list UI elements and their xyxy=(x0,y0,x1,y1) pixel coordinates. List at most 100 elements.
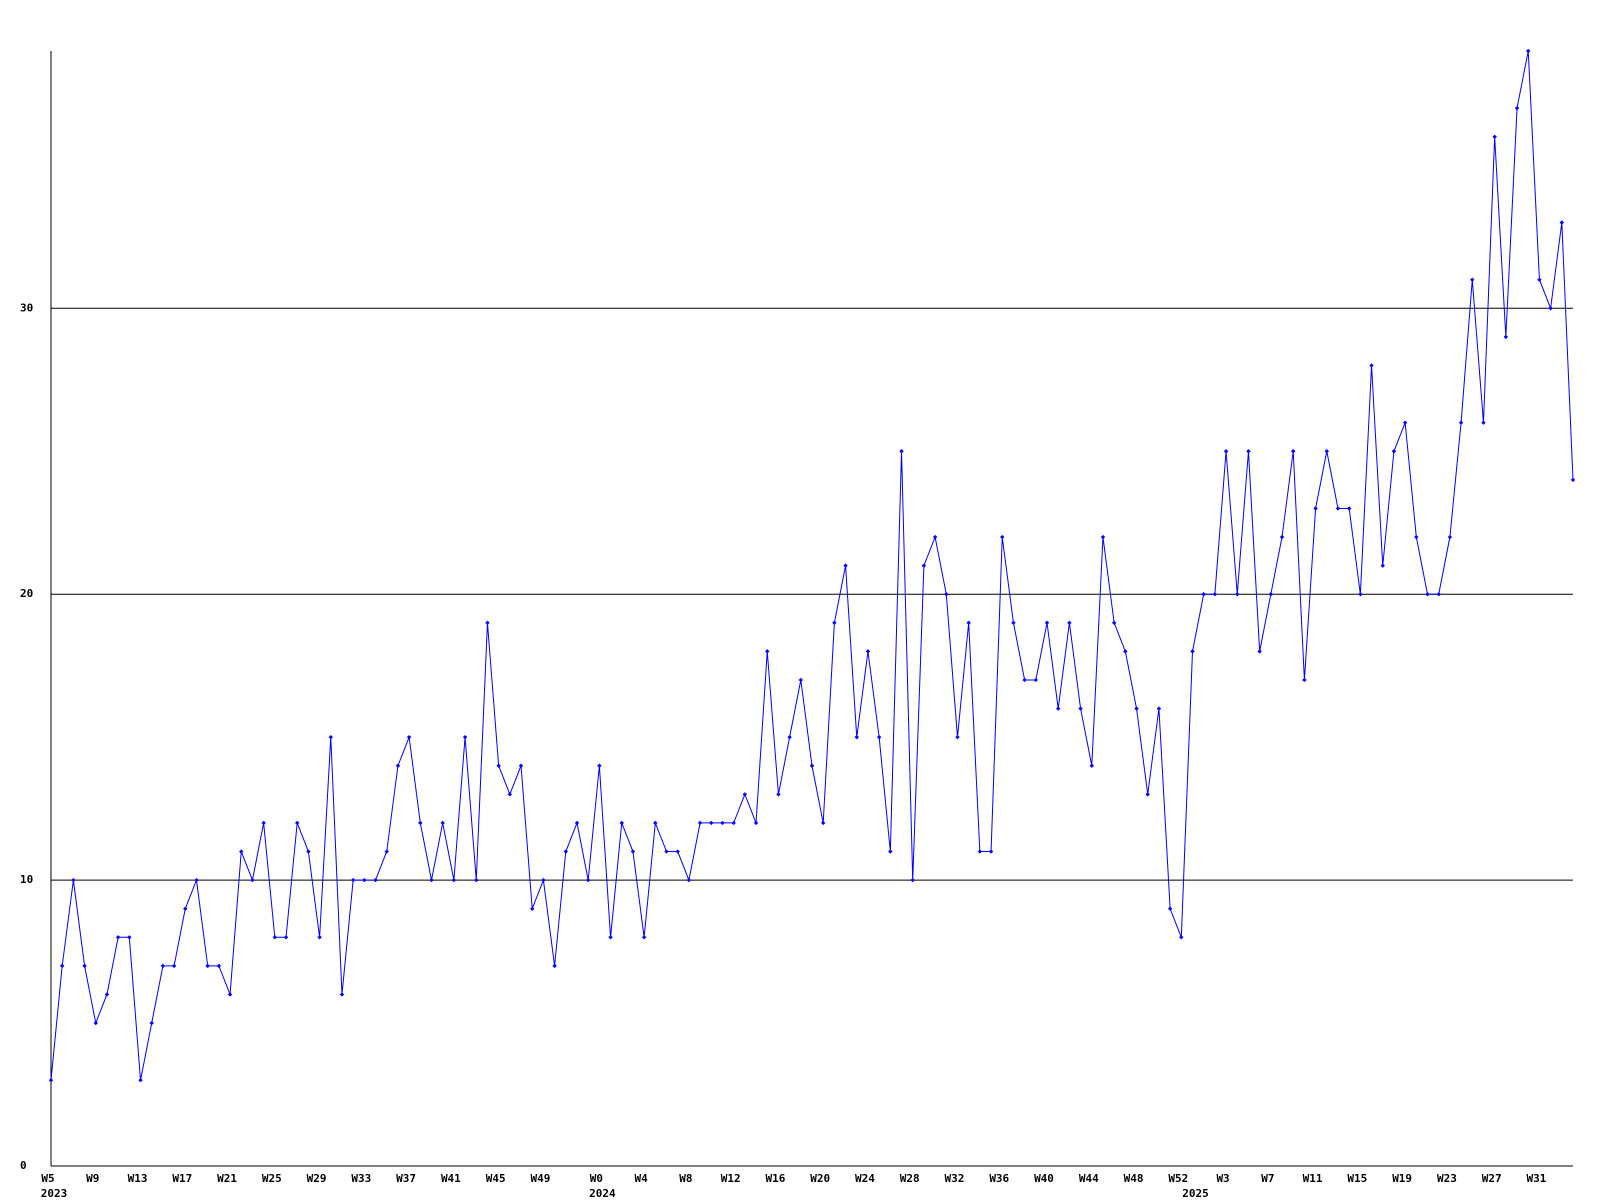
y-tick-label: 10 xyxy=(20,873,33,886)
data-point xyxy=(395,763,401,768)
data-point xyxy=(227,992,233,997)
data-point xyxy=(104,992,110,997)
data-point xyxy=(876,734,882,740)
x-tick-label: W48 xyxy=(1124,1172,1144,1185)
data-point xyxy=(988,849,994,854)
data-point xyxy=(552,963,557,969)
data-point xyxy=(686,877,692,883)
data-line xyxy=(50,50,1574,1081)
data-point xyxy=(317,935,322,940)
x-tick-label: W49 xyxy=(530,1172,550,1185)
data-point xyxy=(541,877,546,883)
data-point xyxy=(1167,906,1173,911)
data-point xyxy=(485,620,490,625)
x-tick-label: W32 xyxy=(945,1172,965,1185)
data-point xyxy=(507,792,513,797)
x-tick-label: W19 xyxy=(1392,1172,1412,1185)
data-point xyxy=(1503,334,1509,340)
data-point xyxy=(865,649,871,654)
x-tick-label: W15 xyxy=(1347,1172,1367,1185)
data-point xyxy=(373,877,378,883)
data-point xyxy=(1190,649,1195,654)
x-tick-label: W11 xyxy=(1303,1172,1323,1185)
data-point xyxy=(809,763,815,768)
data-point xyxy=(1089,763,1094,768)
data-point xyxy=(653,820,658,826)
data-point xyxy=(429,877,434,883)
data-point xyxy=(776,792,781,797)
data-point xyxy=(1145,792,1150,797)
data-point xyxy=(585,877,591,883)
data-point xyxy=(1268,592,1274,597)
x-tick-label: W41 xyxy=(441,1172,461,1185)
data-point xyxy=(250,877,255,883)
data-point xyxy=(59,963,65,969)
x-tick-label: W45 xyxy=(486,1172,506,1185)
data-point xyxy=(406,734,412,740)
data-point xyxy=(1123,649,1128,654)
data-point xyxy=(1279,534,1285,540)
year-label: 2024 xyxy=(589,1187,616,1200)
data-point xyxy=(1067,620,1072,625)
x-tick-label: W29 xyxy=(307,1172,327,1185)
data-point xyxy=(1402,420,1408,425)
x-tick-label: W5 xyxy=(41,1172,54,1185)
data-point xyxy=(731,820,736,826)
data-point xyxy=(1380,563,1385,568)
data-point xyxy=(328,734,333,740)
data-point xyxy=(955,734,960,740)
data-point xyxy=(1335,506,1341,511)
x-tick-label: W40 xyxy=(1034,1172,1054,1185)
data-point xyxy=(1257,649,1262,654)
data-point xyxy=(843,563,848,568)
data-point xyxy=(239,849,244,854)
data-point xyxy=(474,877,479,883)
data-point xyxy=(82,963,87,969)
data-point xyxy=(283,935,289,940)
data-point xyxy=(1044,620,1050,625)
x-tick-label: W24 xyxy=(855,1172,875,1185)
data-point xyxy=(127,935,132,940)
data-point xyxy=(171,963,177,969)
x-tick-label: W37 xyxy=(396,1172,416,1185)
data-point xyxy=(1022,677,1027,683)
data-point xyxy=(1223,449,1229,454)
x-tick-label: W9 xyxy=(86,1172,99,1185)
data-point xyxy=(1100,534,1106,540)
data-point xyxy=(418,820,423,826)
data-point xyxy=(339,992,345,997)
data-point xyxy=(384,849,389,854)
data-point xyxy=(1033,677,1039,683)
data-point xyxy=(697,820,703,826)
data-point xyxy=(1156,706,1162,711)
data-point xyxy=(619,820,624,826)
data-point xyxy=(350,877,356,883)
data-point xyxy=(272,935,278,940)
data-point xyxy=(306,849,311,854)
x-tick-label: W8 xyxy=(679,1172,692,1185)
data-point xyxy=(1201,592,1206,597)
x-tick-label: W12 xyxy=(721,1172,741,1185)
data-point xyxy=(944,592,949,597)
data-point xyxy=(1235,592,1240,597)
x-tick-label: W0 xyxy=(590,1172,603,1185)
data-point xyxy=(261,820,266,826)
data-point xyxy=(1313,506,1318,511)
data-point xyxy=(675,849,680,854)
data-point xyxy=(93,1020,98,1026)
data-point xyxy=(641,935,647,940)
x-tick-label: W31 xyxy=(1526,1172,1546,1185)
x-tick-label: W17 xyxy=(172,1172,192,1185)
data-point xyxy=(1000,534,1005,540)
data-point xyxy=(753,820,759,826)
data-point xyxy=(1324,449,1329,454)
y-tick-label: 30 xyxy=(20,301,33,314)
y-tick-label: 20 xyxy=(20,587,33,600)
data-point xyxy=(138,1078,143,1083)
data-point xyxy=(820,820,826,826)
data-point xyxy=(362,877,367,883)
data-point xyxy=(966,620,971,625)
data-point xyxy=(1436,592,1441,597)
data-point xyxy=(888,849,893,854)
data-point xyxy=(1470,277,1475,282)
